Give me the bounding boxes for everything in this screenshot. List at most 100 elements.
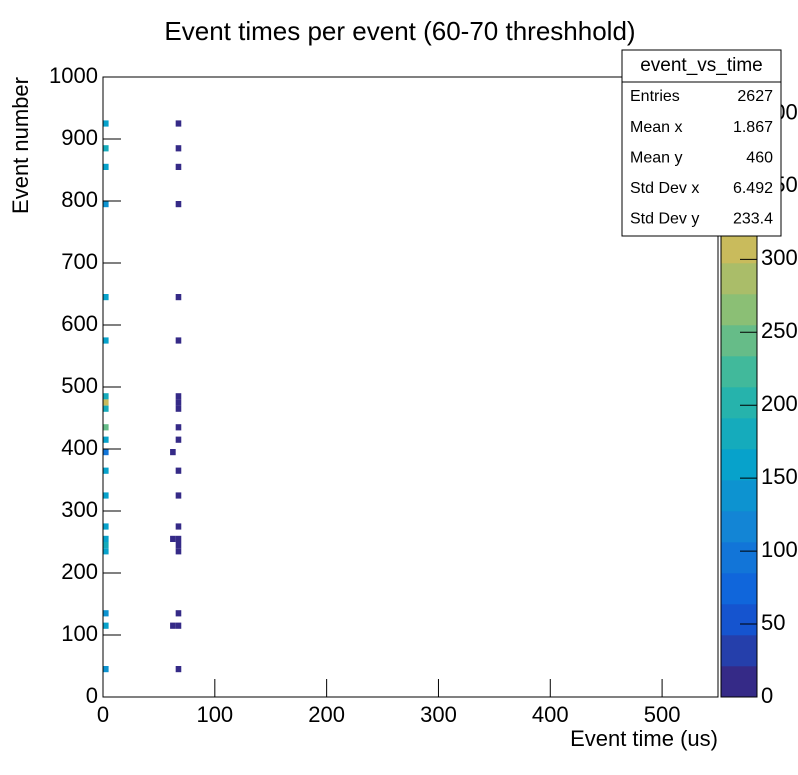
colorbar-band (721, 387, 757, 419)
stats-label: Mean y (630, 149, 682, 166)
x-tick-label: 200 (308, 702, 345, 727)
colorbar-tick-label: 50 (761, 610, 785, 635)
stats-title: event_vs_time (640, 55, 763, 76)
colorbar-band (721, 480, 757, 512)
heat-cell (175, 393, 182, 400)
heat-cell (102, 120, 109, 127)
colorbar-tick-label: 150 (761, 464, 798, 489)
heat-cell (175, 492, 182, 499)
colorbar-band (721, 263, 757, 295)
heat-cell (102, 666, 109, 673)
stats-value: 233.4 (733, 211, 773, 228)
heat-cell (102, 449, 109, 456)
y-tick-label: 100 (61, 621, 98, 646)
heat-cell (175, 535, 182, 542)
colorbar-band (721, 449, 757, 481)
colorbar-band (721, 573, 757, 605)
stats-frame (621, 49, 782, 237)
colorbar-tick-label: 250 (761, 318, 798, 343)
heat-cell (175, 294, 182, 301)
colorbar-band (721, 356, 757, 388)
stats-label: Std Dev x (630, 180, 699, 197)
y-tick-label: 500 (61, 373, 98, 398)
stats-box: event_vs_time Entries 2627 Mean x 1.867 Mean … (621, 49, 782, 237)
x-axis-label: Event time (us) (570, 726, 718, 751)
heat-cell (175, 145, 182, 152)
colorbar-band (721, 294, 757, 326)
colorbar-band (721, 635, 757, 667)
x-tick-label: 500 (644, 702, 681, 727)
y-tick-label: 1000 (49, 63, 98, 88)
stats-value: 2627 (737, 88, 773, 105)
stats-label: Entries (630, 88, 680, 105)
heat-cell (102, 436, 109, 443)
heat-cell (175, 120, 182, 127)
stats-value: 6.492 (733, 180, 773, 197)
stats-label: Std Dev y (630, 211, 699, 228)
y-axis-label: Event number (8, 77, 33, 214)
heat-cell (175, 424, 182, 431)
heat-cell (102, 201, 109, 208)
heat-cell (102, 492, 109, 499)
colorbar-tick-label: 200 (761, 391, 798, 416)
colorbar-band (721, 511, 757, 543)
heat-cell (102, 393, 109, 400)
y-tick-label: 400 (61, 435, 98, 460)
colorbar-tick-label: 100 (761, 537, 798, 562)
y-tick-label: 900 (61, 125, 98, 150)
heat-cell (175, 542, 182, 549)
heat-cell (175, 548, 182, 555)
heat-cell (102, 294, 109, 301)
colorbar-band (721, 325, 757, 357)
heat-cell (102, 163, 109, 170)
heat-cell (175, 405, 182, 412)
heat-cell (175, 337, 182, 344)
y-tick-label: 0 (86, 683, 98, 708)
heat-cell (175, 201, 182, 208)
heat-cell (175, 467, 182, 474)
heat-cell (175, 523, 182, 530)
y-tick-label: 600 (61, 311, 98, 336)
heat-cell (102, 145, 109, 152)
colorbar-band (721, 604, 757, 636)
heat-cell (102, 424, 109, 431)
heat-cell (102, 535, 109, 542)
colorbar-tick-label: 300 (761, 245, 798, 270)
heat-cell (102, 467, 109, 474)
y-tick-label: 700 (61, 249, 98, 274)
x-tick-label: 0 (97, 702, 109, 727)
y-tick-label: 800 (61, 187, 98, 212)
heat-cell (102, 542, 109, 549)
heat-cell (102, 337, 109, 344)
stats-value: 460 (746, 149, 773, 166)
x-tick-label: 400 (532, 702, 569, 727)
heat-cell (102, 610, 109, 617)
heat-cell (175, 666, 182, 673)
chart-title: Event times per event (60-70 threshhold) (164, 16, 635, 46)
colorbar-band (721, 418, 757, 450)
colorbar-band (721, 542, 757, 574)
heat-cell (170, 535, 176, 542)
colorbar-tick-label: 0 (761, 683, 773, 708)
heat-cell (175, 436, 182, 443)
stats-value: 1.867 (733, 119, 773, 136)
heat-cell (102, 405, 109, 412)
heat-cell (175, 622, 182, 629)
x-tick-label: 100 (196, 702, 233, 727)
heat-cell (170, 622, 176, 629)
x-tick-label: 300 (420, 702, 457, 727)
colorbar-band (721, 666, 757, 698)
heat-cell (175, 163, 182, 170)
colorbar-band (721, 232, 757, 264)
heat-cell (175, 399, 182, 406)
stats-label: Mean x (630, 119, 682, 136)
y-tick-label: 300 (61, 497, 98, 522)
heat-cell (102, 548, 109, 555)
y-tick-label: 200 (61, 559, 98, 584)
heat-cell (102, 399, 109, 406)
heat-cell (170, 449, 176, 456)
heat-cell (102, 622, 109, 629)
heat-cell (102, 523, 109, 530)
heat-cell (175, 610, 182, 617)
